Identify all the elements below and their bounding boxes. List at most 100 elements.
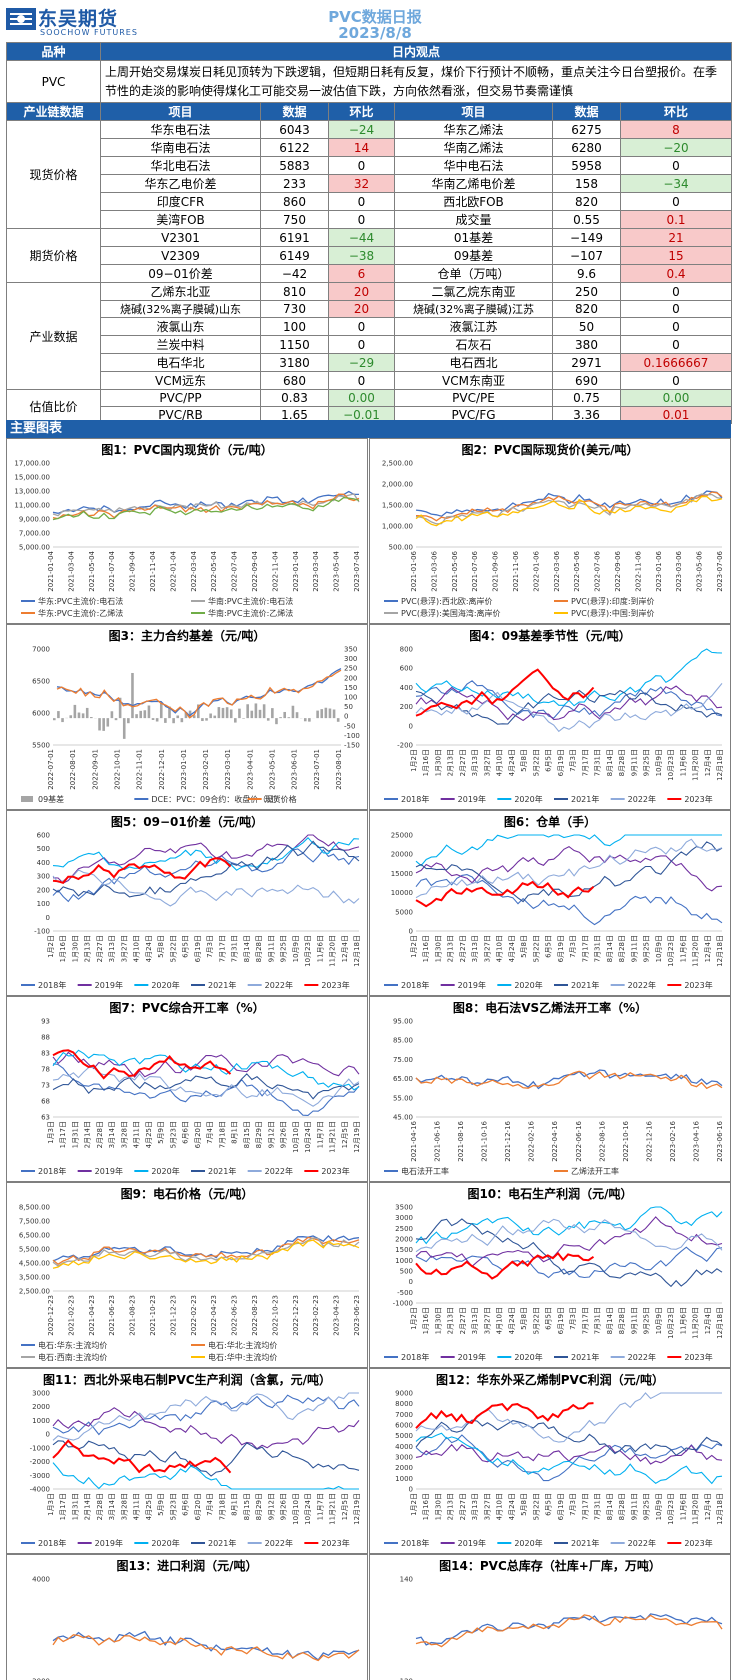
x-tick-label: 2022-06-16 xyxy=(575,1120,583,1161)
y-tick-label: 0 xyxy=(409,928,413,936)
x-tick-label: 3月28日 xyxy=(120,1493,128,1520)
x-tick-label: 2023-08-01 xyxy=(335,749,343,790)
x-tick-label: 2023-07-01 xyxy=(313,749,321,790)
y-tick-label: 3000 xyxy=(32,1678,50,1680)
basis-bar xyxy=(332,709,336,719)
x-tick-label: 12月19日 xyxy=(353,1121,361,1153)
basis-bar xyxy=(110,711,114,719)
value-cell: 0.55 xyxy=(552,210,621,229)
y-tick-label: -500 xyxy=(397,1289,413,1297)
value-cell: 730 xyxy=(260,300,329,318)
change-cell: −0.01 xyxy=(328,406,395,424)
x-tick-label: 2022-04-16 xyxy=(551,1120,559,1161)
basis-bar xyxy=(188,710,192,719)
basis-bar xyxy=(81,713,85,719)
col-category: 产业链数据 xyxy=(6,102,101,121)
y-tick-label: 0 xyxy=(46,914,50,922)
series-line xyxy=(52,1049,360,1091)
y-tick-label: 78 xyxy=(41,1066,50,1074)
basis-bar xyxy=(168,706,171,719)
change-cell: −44 xyxy=(328,228,395,247)
x-tick-label: 8月14日 xyxy=(606,1493,614,1520)
item-cell: 印度CFR xyxy=(100,192,261,211)
x-tick-label: 12月18日 xyxy=(353,935,361,967)
y-tick-label: 200 xyxy=(37,886,50,894)
x-tick-label: 7月17日 xyxy=(581,1307,589,1334)
chart-panel: 图8：电石法VS乙烯法开工率（%） 95.00 85.00 75.00 65.00 55.… xyxy=(369,996,731,1182)
x-tick-label: 9月11日 xyxy=(630,749,638,776)
y-tick-label: 0 xyxy=(409,1486,413,1494)
y2-tick-label: 50 xyxy=(344,703,353,711)
y-tick-label: 85.00 xyxy=(393,1037,413,1045)
series-line xyxy=(415,1251,595,1280)
chart-panel: 图6：仓单（手） 25000 20000 15000 10000 5000 0 1月2日 1月1… xyxy=(369,810,731,996)
x-tick-label: 2022-10-16 xyxy=(622,1120,630,1161)
legend-label: 2018年 xyxy=(38,1538,66,1548)
basis-bar xyxy=(287,717,291,719)
value-cell: 0.83 xyxy=(260,389,329,407)
category-cell: 产业数据 xyxy=(6,282,101,390)
chart-svg: 8,500.00 7,500.00 6,500.00 5,500.00 4,500.00… xyxy=(19,1204,361,1363)
basis-bar xyxy=(242,718,245,719)
x-tick-label: 2021-11-04 xyxy=(149,550,157,591)
basis-bar xyxy=(118,697,122,719)
legend-label: 2018年 xyxy=(401,1352,429,1362)
x-tick-label: 2023-06-16 xyxy=(716,1120,724,1161)
x-tick-label: 11月6日 xyxy=(679,1307,687,1334)
table-row: 华北电石法 5883 0 华中电石法 5958 0 xyxy=(7,156,732,175)
legend-label: 华南:PVC主流价:乙烯法 xyxy=(208,608,293,618)
x-tick-label: 10月9日 xyxy=(292,935,300,962)
table-row: 现货价格 华东电石法 6043 −24 华东乙烯法 6275 8 xyxy=(6,120,732,229)
basis-bar xyxy=(147,705,151,719)
x-tick-label: 5月22日 xyxy=(169,935,177,962)
basis-bar xyxy=(77,712,81,719)
y-tick-label: 300 xyxy=(37,873,50,881)
legend-label: 2019年 xyxy=(458,980,486,990)
chart-title: 图3：主力合约基差（元/吨） xyxy=(108,629,266,643)
x-tick-label: 2023-01-04 xyxy=(292,550,300,591)
value-cell: −42 xyxy=(260,264,329,283)
col-data: 数据 xyxy=(260,102,329,121)
change-cell: 0 xyxy=(620,282,732,301)
x-tick-label: 6月19日 xyxy=(557,935,565,962)
x-tick-label: 1月2日 xyxy=(410,935,418,958)
col-change: 环比 xyxy=(328,102,395,121)
x-tick-label: 2022-03-04 xyxy=(190,550,198,591)
y-tick-label: 7,000.00 xyxy=(19,530,50,538)
x-tick-label: 2022-06-23 xyxy=(231,1295,239,1336)
x-tick-label: 8月28日 xyxy=(618,1307,626,1334)
x-tick-label: 2021-03-06 xyxy=(430,550,438,591)
item-cell: 华东乙烯法 xyxy=(394,120,553,139)
y-tick-label: 68 xyxy=(41,1098,50,1106)
legend-label: 2021年 xyxy=(571,1352,599,1362)
legend-label: 电石:华北:主流均价 xyxy=(208,1340,277,1350)
change-cell: 14 xyxy=(328,138,395,157)
basis-bar xyxy=(90,716,93,719)
x-tick-label: 12月4日 xyxy=(704,749,712,776)
legend-label: 2020年 xyxy=(514,980,542,990)
x-tick-label: 9月11日 xyxy=(267,935,275,962)
x-tick-label: 11月21日 xyxy=(329,1121,337,1153)
value-cell: 6149 xyxy=(260,246,329,265)
y-tick-label: -200 xyxy=(397,742,413,750)
item-cell: 液氯江苏 xyxy=(394,317,553,336)
y-tick-label: 7000 xyxy=(32,646,50,654)
change-cell: 0 xyxy=(620,156,732,175)
series-line xyxy=(52,1073,360,1100)
y-tick-label: 100 xyxy=(37,900,50,908)
y-tick-label: 3000 xyxy=(395,1454,413,1462)
y-tick-label: -1000 xyxy=(30,1444,50,1452)
value-cell: 2971 xyxy=(552,353,621,372)
basis-bar xyxy=(102,718,105,731)
basis-bar xyxy=(53,718,56,721)
x-tick-label: 9月25日 xyxy=(643,1493,651,1520)
basis-bar xyxy=(172,718,175,724)
series-line xyxy=(52,493,360,520)
category-cell: 估值比价 xyxy=(6,389,101,424)
x-tick-label: 2023-03-01 xyxy=(224,749,232,790)
x-tick-label: 7月31日 xyxy=(594,1493,602,1520)
x-tick-label: 4月11日 xyxy=(133,1493,141,1520)
item-cell: 华东乙电价差 xyxy=(100,174,261,193)
x-tick-label: 4月24日 xyxy=(508,1493,516,1520)
x-tick-label: 11月6日 xyxy=(679,1493,687,1520)
